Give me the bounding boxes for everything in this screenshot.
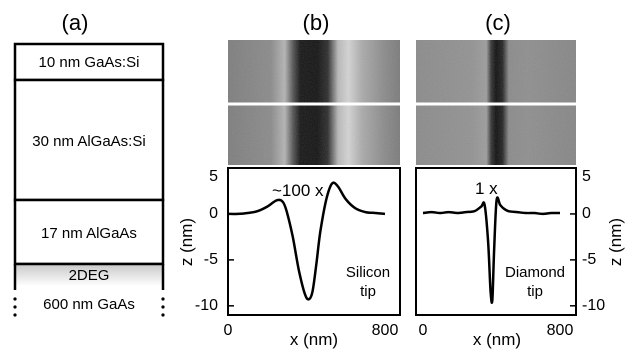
panel-label-b: (b) xyxy=(303,10,330,35)
y-tick-b-0: 0 xyxy=(209,205,218,222)
panel-label-c: (c) xyxy=(485,10,511,35)
afm-image-c xyxy=(416,40,576,165)
tip-label-b-line2: tip xyxy=(360,283,376,300)
profile-plot-c: 1 x Diamond tip 0 800 x (nm) 5 0 -5 -10 … xyxy=(415,167,625,349)
layer-label-5: 600 nm GaAs xyxy=(43,296,135,313)
continuation-dots xyxy=(13,297,165,317)
y-tick-c-m10: -10 xyxy=(582,297,605,314)
tip-label-c-line1: Diamond xyxy=(505,264,565,281)
magnification-annotation-b: ~100 x xyxy=(272,181,324,200)
layer-algaas-si xyxy=(13,78,165,202)
x-tick-b-800: 800 xyxy=(372,322,399,339)
layer-stack: 10 nm GaAs:Si 30 nm AlGaAs:Si 17 nm AlGa… xyxy=(13,42,165,317)
layer-label-4: 2DEG xyxy=(69,267,110,284)
y-tick-b-m10: -10 xyxy=(195,297,218,314)
afm-image-b xyxy=(228,40,400,165)
y-axis-title-b: z (nm) xyxy=(177,218,196,266)
plot-frame-b xyxy=(227,167,401,316)
layer-label-3: 17 nm AlGaAs xyxy=(41,225,137,242)
layer-label-1: 10 nm GaAs:Si xyxy=(39,54,140,71)
layer-label-2: 30 nm AlGaAs:Si xyxy=(32,133,145,150)
profile-line-b xyxy=(227,181,386,301)
y-axis-title-c: z (nm) xyxy=(606,218,625,266)
panel-label-a: (a) xyxy=(62,10,89,35)
plot-frame-c xyxy=(415,167,577,316)
y-tick-c-m5: -5 xyxy=(582,251,596,268)
y-tick-b-5: 5 xyxy=(209,168,218,185)
x-tick-b-0: 0 xyxy=(224,322,233,339)
x-axis-title-b: x (nm) xyxy=(290,330,338,349)
profile-plot-b: ~100 x Silicon tip 0 800 x (nm) 5 0 -5 -… xyxy=(177,167,401,349)
y-tick-c-0: 0 xyxy=(582,205,591,222)
x-tick-c-0: 0 xyxy=(419,322,428,339)
x-axis-title-c: x (nm) xyxy=(473,330,521,349)
tip-label-b-line1: Silicon xyxy=(346,264,390,281)
y-tick-c-5: 5 xyxy=(582,168,591,185)
x-tick-c-800: 800 xyxy=(547,322,574,339)
tip-label-c-line2: tip xyxy=(527,283,543,300)
profile-line-c xyxy=(422,196,561,304)
layer-2deg xyxy=(15,264,163,286)
y-tick-b-m5: -5 xyxy=(204,251,218,268)
magnification-annotation-c: 1 x xyxy=(475,179,498,198)
